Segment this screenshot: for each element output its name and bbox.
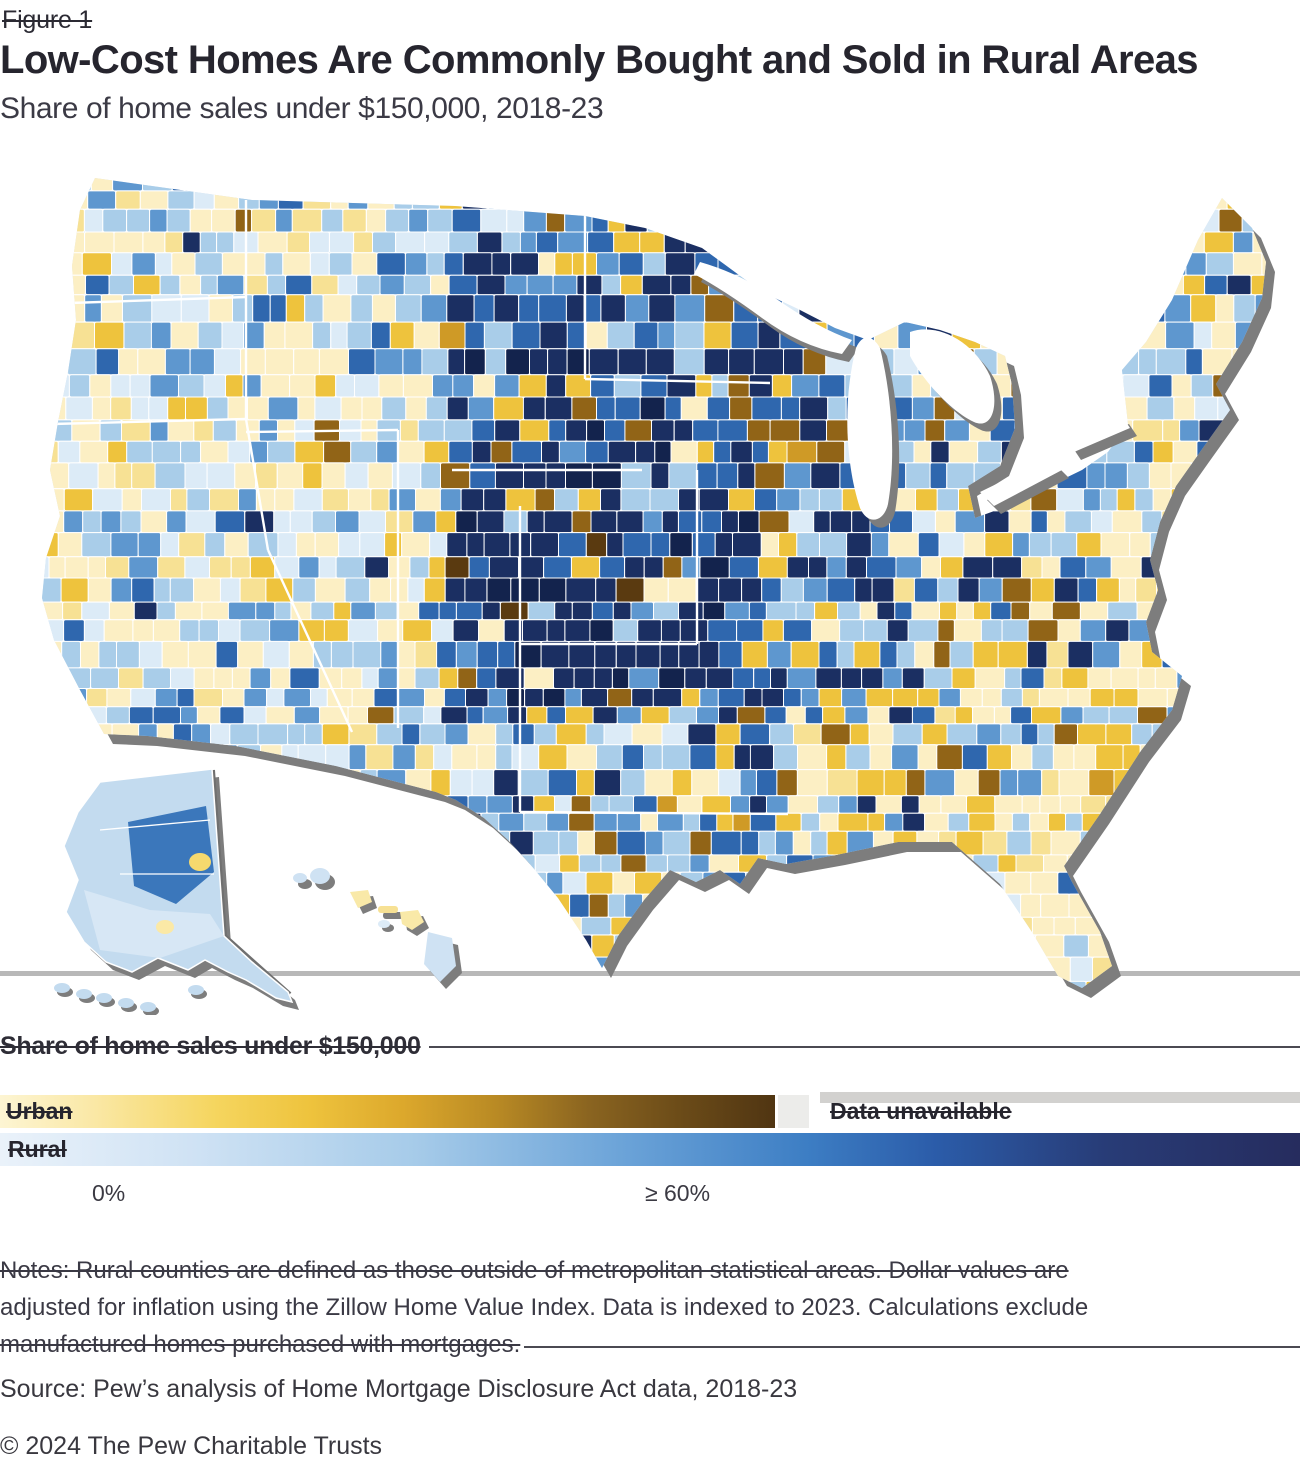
legend-heading-row: Share of home sales under $150,000 xyxy=(0,1031,1300,1061)
figure-label: Figure 1 xyxy=(2,6,93,34)
page-subtitle: Share of home sales under $150,000, 2018… xyxy=(0,92,604,125)
page-title: Low-Cost Homes Are Commonly Bought and S… xyxy=(0,38,1199,82)
rural-label: Rural xyxy=(8,1136,67,1162)
legend-heading-rule xyxy=(428,1046,1300,1048)
urban-label: Urban xyxy=(6,1098,73,1124)
data-unavailable-row-line xyxy=(820,1092,1300,1103)
rural-gradient-bar xyxy=(0,1133,1300,1166)
data-unavailable-swatch xyxy=(778,1095,809,1128)
notes-block: Notes: Rural counties are defined as tho… xyxy=(0,1252,1300,1363)
legend-heading: Share of home sales under $150,000 xyxy=(0,1031,421,1060)
notes-line-3: manufactured homes purchased with mortga… xyxy=(0,1326,1300,1363)
urban-gradient-bar xyxy=(0,1095,775,1128)
notes-line-2: adjusted for inflation using the Zillow … xyxy=(0,1294,1089,1321)
us-county-choropleth-map xyxy=(0,170,1300,1016)
data-unavailable-label: Data unavailable xyxy=(830,1098,1012,1124)
notes-trailing-rule xyxy=(524,1345,1300,1348)
scale-max-label: ≥ 60% xyxy=(645,1180,711,1206)
copyright-line: © 2024 The Pew Charitable Trusts xyxy=(0,1432,383,1460)
choropleth-svg xyxy=(42,178,1275,1016)
source-line: Source: Pew’s analysis of Home Mortgage … xyxy=(0,1375,798,1403)
scale-min-label: 0% xyxy=(92,1180,126,1206)
notes-line-1: Notes: Rural counties are defined as tho… xyxy=(0,1257,1069,1284)
artifact-row-line xyxy=(0,971,1300,976)
